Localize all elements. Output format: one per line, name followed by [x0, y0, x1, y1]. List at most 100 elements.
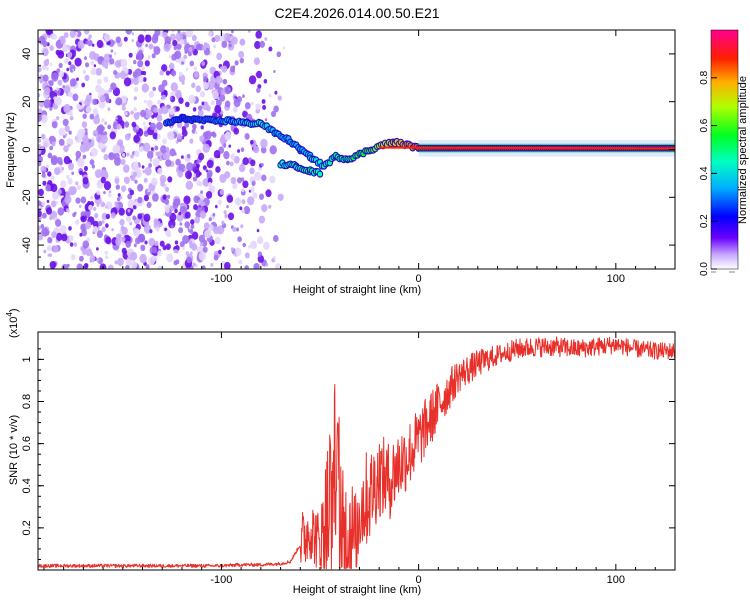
noise-blob	[201, 101, 205, 106]
noise-blob	[116, 204, 119, 208]
noise-blob	[224, 261, 231, 269]
noise-blob	[51, 231, 57, 239]
noise-blob	[123, 77, 132, 87]
noise-blob	[143, 142, 151, 152]
noise-blob	[49, 62, 53, 67]
noise-blob	[213, 226, 220, 235]
noise-blob	[157, 151, 162, 158]
noise-blob	[68, 235, 74, 242]
noise-blob	[93, 64, 97, 68]
noise-blob	[63, 103, 71, 114]
noise-blob	[175, 158, 181, 166]
noise-blob	[143, 177, 148, 183]
noise-blob	[163, 90, 168, 96]
noise-blob	[178, 211, 182, 216]
noise-blob	[242, 94, 245, 98]
noise-blob	[221, 40, 228, 49]
noise-blob	[157, 134, 161, 139]
noise-blob	[188, 94, 196, 104]
noise-blob	[282, 46, 285, 50]
noise-blob	[49, 45, 54, 51]
noise-blob	[64, 58, 69, 64]
noise-blob	[175, 259, 180, 265]
noise-blob	[217, 199, 222, 205]
noise-blob	[204, 101, 208, 107]
noise-blob	[151, 177, 158, 186]
noise-blob	[271, 110, 276, 118]
noise-blob	[38, 200, 42, 206]
noise-blob	[192, 176, 198, 182]
noise-blob	[45, 184, 52, 192]
noise-blob	[250, 101, 254, 106]
noise-blob	[224, 100, 231, 108]
noise-blob	[79, 143, 87, 153]
noise-blob	[108, 264, 114, 269]
noise-blob	[174, 240, 179, 245]
noise-blob	[46, 207, 52, 215]
noise-blob	[79, 255, 84, 262]
noise-blob	[153, 220, 161, 230]
noise-blob	[268, 93, 272, 98]
noise-blob	[90, 68, 97, 76]
noise-blob	[168, 62, 175, 70]
noise-blob	[82, 177, 89, 185]
noise-blob	[69, 242, 74, 247]
noise-blob	[165, 187, 170, 192]
noise-blob	[48, 80, 54, 87]
noise-blob	[46, 67, 49, 71]
noise-blob	[51, 141, 56, 147]
noise-blob	[70, 69, 73, 73]
noise-blob	[207, 30, 212, 37]
noise-blob	[157, 250, 162, 257]
noise-blob	[232, 226, 237, 232]
noise-blob	[242, 180, 249, 189]
noise-blob	[238, 164, 246, 173]
noise-blob	[77, 40, 85, 49]
noise-blob	[268, 46, 273, 52]
noise-blob	[130, 260, 138, 269]
noise-blob	[108, 152, 115, 161]
noise-blob	[70, 186, 77, 195]
noise-blob	[179, 39, 185, 45]
noise-blob	[208, 224, 214, 232]
noise-blob	[200, 190, 204, 194]
noise-blob	[184, 211, 191, 219]
noise-blob	[63, 32, 69, 39]
noise-blob	[159, 240, 165, 247]
noise-blob	[163, 213, 166, 217]
noise-blob	[153, 46, 161, 55]
noise-blob	[233, 97, 236, 101]
noise-blob	[101, 59, 109, 68]
noise-blob	[165, 70, 170, 76]
noise-blob	[103, 76, 109, 83]
noise-blob	[141, 165, 145, 169]
noise-blob	[128, 52, 133, 58]
noise-blob	[84, 30, 90, 35]
noise-blob	[69, 30, 76, 38]
noise-blob	[226, 205, 229, 209]
noise-blob	[90, 60, 95, 66]
noise-blob	[151, 114, 155, 119]
noise-blob	[96, 203, 100, 207]
noise-blob	[146, 99, 153, 108]
noise-blob	[172, 39, 178, 47]
noise-blob	[213, 254, 219, 261]
noise-blob	[264, 118, 268, 122]
noise-blob	[146, 201, 152, 209]
noise-blob	[96, 258, 100, 263]
noise-blob	[269, 145, 277, 155]
noise-blob	[105, 255, 109, 260]
noise-blob	[114, 178, 120, 184]
snr-multiplier-base: (x10	[8, 317, 20, 338]
noise-blob	[101, 212, 108, 220]
noise-blob	[256, 70, 262, 79]
noise-blob	[76, 77, 79, 81]
noise-blob	[115, 36, 122, 44]
noise-blob	[101, 202, 106, 208]
noise-blob	[40, 224, 45, 229]
noise-blob	[130, 110, 134, 115]
noise-blob	[146, 150, 154, 159]
noise-blob	[41, 201, 46, 207]
x-tick-label: 100	[607, 574, 625, 586]
noise-blob	[69, 116, 74, 121]
